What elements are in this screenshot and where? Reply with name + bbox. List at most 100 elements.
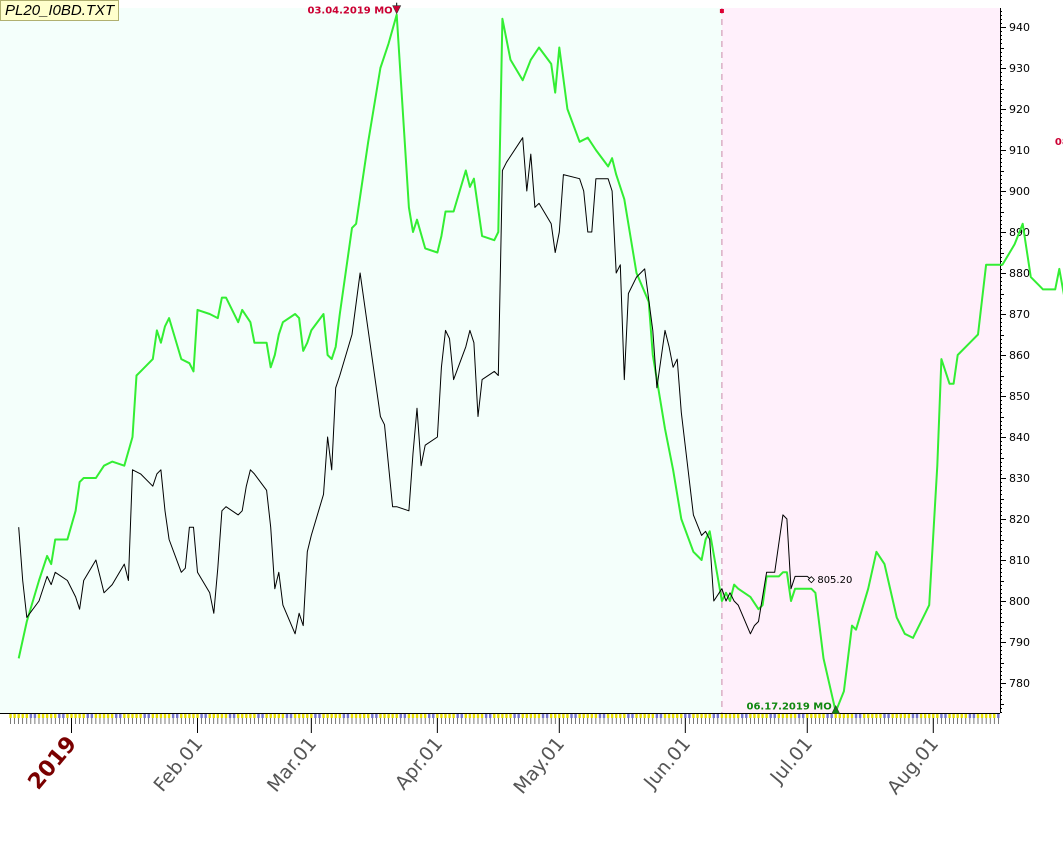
day-tick [119, 714, 122, 718]
day-tick [631, 714, 634, 718]
day-tick [171, 714, 175, 718]
day-tick [322, 714, 325, 718]
day-tick [151, 714, 154, 718]
day-tick [867, 714, 870, 718]
y-tick-label: 880 [1009, 267, 1030, 280]
day-tick [932, 714, 935, 718]
day-tick [115, 714, 118, 718]
day-tick [602, 714, 606, 718]
y-tick-label: 840 [1009, 431, 1030, 444]
day-tick [777, 714, 781, 718]
day-tick [472, 714, 476, 718]
day-tick [362, 714, 366, 718]
day-tick [761, 714, 764, 718]
day-tick [728, 714, 732, 718]
day-tick [232, 714, 236, 718]
day-tick [830, 714, 833, 718]
day-tick [643, 714, 646, 718]
day-tick [123, 714, 126, 718]
day-tick [285, 714, 289, 718]
y-tick-label: 910 [1009, 144, 1030, 157]
day-tick [862, 714, 866, 718]
day-tick [907, 714, 911, 718]
day-tick [460, 714, 463, 718]
day-tick [428, 714, 431, 718]
x-tick-label: Feb.01 [149, 733, 207, 796]
day-tick [277, 714, 281, 718]
day-tick [180, 714, 183, 718]
day-tick [37, 714, 41, 718]
y-tick-label: 860 [1009, 349, 1030, 362]
day-tick [236, 714, 240, 718]
day-tick [253, 714, 256, 718]
x-tick-label: Jun.01 [639, 733, 695, 794]
day-tick [895, 714, 898, 718]
day-tick [220, 714, 224, 718]
day-tick [578, 714, 581, 718]
day-tick [545, 714, 549, 718]
day-tick [29, 714, 33, 718]
day-tick [936, 714, 939, 718]
day-tick [314, 714, 317, 718]
day-tick [854, 714, 858, 718]
day-tick [45, 714, 49, 718]
x-tick-label: 2019 [24, 732, 83, 795]
day-tick [265, 714, 268, 718]
high-marker-label: 08.13.2019 TU [1055, 137, 1063, 148]
day-tick [383, 714, 386, 718]
day-tick [367, 714, 370, 718]
day-tick [659, 714, 663, 718]
day-tick [184, 714, 187, 718]
day-tick [257, 714, 260, 718]
day-tick [615, 714, 618, 718]
day-tick [342, 714, 346, 718]
day-tick [871, 714, 874, 718]
day-tick [452, 714, 455, 718]
day-tick [956, 714, 959, 718]
last-value-marker [807, 576, 815, 584]
day-tick [773, 714, 776, 718]
day-tick [175, 714, 179, 718]
day-tick [741, 714, 744, 718]
day-tick [423, 714, 427, 718]
day-tick [476, 714, 480, 718]
day-tick [842, 714, 846, 718]
day-tick [675, 714, 679, 718]
day-tick [155, 714, 159, 718]
high-marker-arrow [392, 5, 402, 15]
day-tick [948, 714, 951, 718]
day-tick [781, 714, 785, 718]
day-tick [334, 714, 337, 718]
day-tick [33, 714, 37, 718]
x-tick-label: May.01 [509, 733, 569, 798]
day-tick [399, 714, 402, 718]
day-tick [306, 714, 309, 718]
high-marker-label: 03.04.2019 MO [307, 6, 392, 17]
day-tick [241, 714, 244, 718]
day-tick [41, 714, 45, 718]
day-tick [216, 714, 220, 718]
day-tick [139, 714, 142, 718]
day-tick [273, 714, 276, 718]
series-layer: 805.20 [17, 13, 1063, 713]
day-tick [822, 714, 825, 718]
day-tick [159, 714, 163, 718]
day-tick [261, 714, 264, 718]
day-tick [980, 714, 984, 718]
day-tick [9, 714, 12, 718]
day-tick [415, 714, 419, 718]
day-tick [997, 714, 1000, 718]
day-tick [720, 714, 724, 718]
day-tick [810, 714, 813, 718]
day-tick [58, 714, 61, 718]
day-tick [310, 714, 313, 718]
y-tick-label: 810 [1009, 554, 1030, 567]
day-tick [684, 714, 687, 718]
day-tick [480, 714, 484, 718]
day-tick [289, 714, 293, 718]
day-tick [493, 714, 496, 718]
day-tick [671, 714, 675, 718]
day-tick [753, 714, 756, 718]
y-tick-label: 820 [1009, 513, 1030, 526]
day-tick [749, 714, 752, 718]
